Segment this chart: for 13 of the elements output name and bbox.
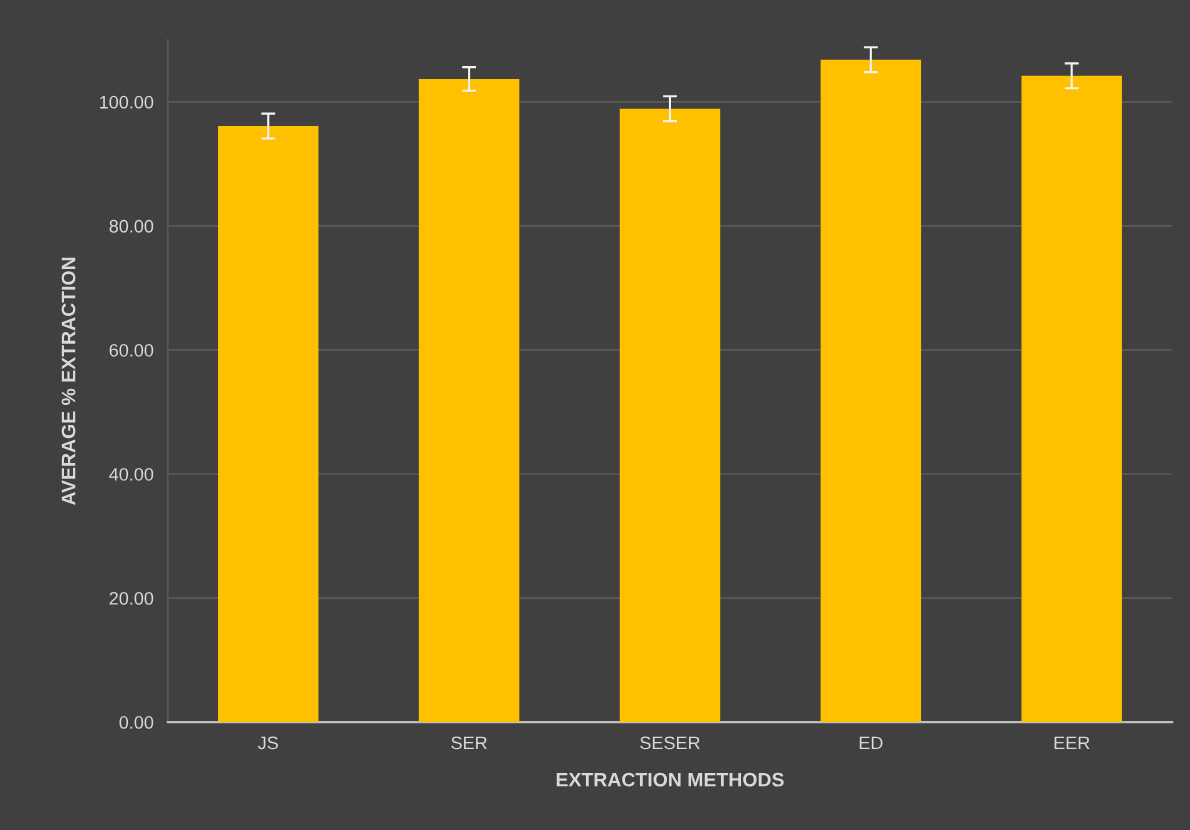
x-tick-label: EER (1054, 736, 1090, 750)
y-axis-title: AVERAGE % EXTRACTION (61, 257, 76, 506)
x-axis-title: EXTRACTION METHODS (556, 772, 784, 787)
y-tick-label: 80.00 (109, 219, 154, 233)
x-tick-label: SESER (640, 736, 700, 750)
x-tick-label: JS (257, 736, 278, 750)
y-tick-label: 20.00 (109, 591, 154, 605)
y-tick-label: 100.00 (100, 95, 154, 109)
y-tick-label: 40.00 (109, 467, 154, 481)
x-tick-label: ED (859, 736, 883, 750)
y-tick-label: 60.00 (109, 343, 154, 357)
x-tick-label: SER (451, 736, 487, 750)
y-tick-label: 0.00 (119, 716, 154, 729)
